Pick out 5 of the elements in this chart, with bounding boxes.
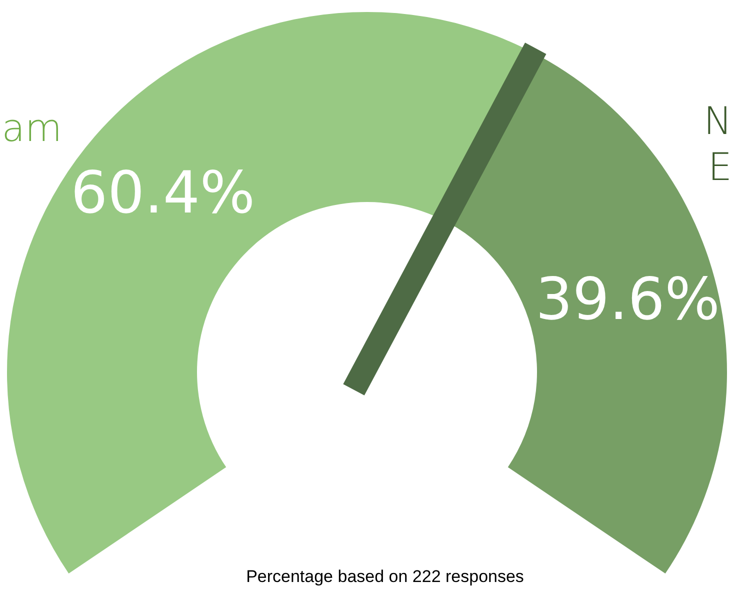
- data-label: 39.6%: [536, 264, 720, 333]
- slice-label: am: [2, 106, 62, 150]
- text: Percentage based on 222 responses: [246, 567, 524, 586]
- data-label: 60.4%: [70, 158, 255, 226]
- slice-label: N E: [704, 99, 732, 189]
